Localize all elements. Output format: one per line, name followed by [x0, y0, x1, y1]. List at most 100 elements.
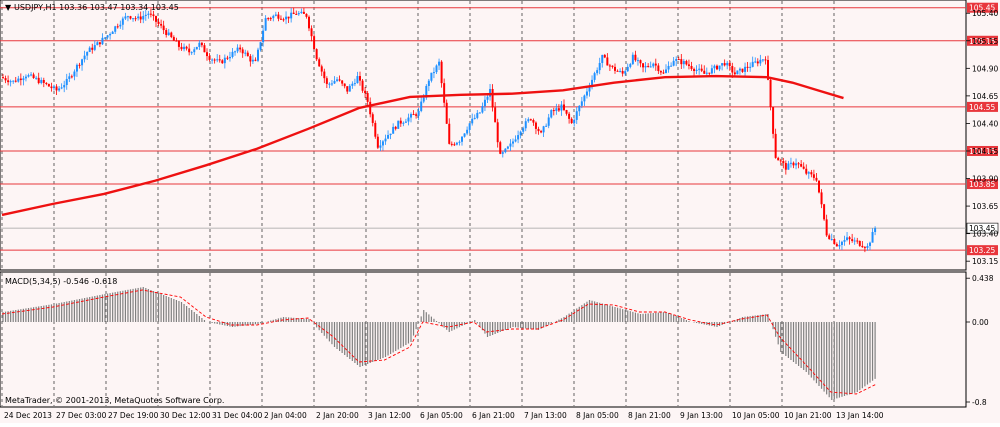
candle-body [815, 177, 818, 181]
candle-body [710, 68, 713, 74]
candle-body [175, 40, 178, 42]
candle-body [109, 33, 112, 36]
candle-body [244, 52, 247, 54]
candle-body [537, 128, 540, 132]
candle-body [188, 48, 191, 53]
level-label: 105.45 [969, 4, 995, 13]
candle-body [496, 122, 499, 143]
candle-body [593, 73, 596, 80]
candle-body [47, 84, 50, 87]
candle-body [718, 65, 721, 70]
candle-body [142, 15, 145, 20]
candle-body [458, 141, 461, 143]
candle-body [195, 46, 198, 50]
candle-body [514, 139, 517, 142]
candle-body [180, 46, 183, 50]
price-axis: 105.40 105.15 104.90 104.65 104.40 104.15 103.… [966, 9, 998, 266]
candle-body [731, 66, 734, 73]
candle-body [866, 245, 869, 248]
candle-body [374, 122, 377, 137]
candle-body [323, 71, 326, 79]
candle-body [874, 228, 877, 232]
time-tick-label: 27 Dec 19:00 [108, 411, 159, 420]
candle-body [818, 180, 820, 193]
candle-body [580, 101, 583, 106]
time-tick-label: 27 Dec 03:00 [56, 411, 107, 420]
candle-body [371, 114, 374, 123]
candle-body [705, 72, 708, 74]
candle-body [216, 59, 219, 61]
candle-body [83, 55, 86, 60]
level-label: 103.25 [969, 246, 995, 255]
candle-body [626, 66, 629, 72]
candle-body [568, 113, 571, 119]
candle-body [356, 76, 359, 84]
candle-body [228, 56, 231, 59]
candle-body [98, 42, 101, 45]
level-label: 104.15 [969, 147, 995, 156]
time-axis: 24 Dec 2013 27 Dec 03:00 27 Dec 19:00 30 De… [4, 411, 884, 420]
candle-body [621, 70, 624, 74]
candle-body [443, 83, 446, 103]
candle-body [394, 126, 397, 129]
candle-body [471, 118, 474, 124]
candle-body [466, 129, 469, 134]
candle-body [861, 245, 864, 248]
candle-body [269, 18, 272, 20]
price-levels: 105.45 105.15 104.55 104.15 103.85 103.25 103.… [0, 2, 999, 256]
candle-body [675, 59, 678, 61]
candle-body [336, 79, 339, 81]
candle-body [858, 240, 861, 246]
candle-body [7, 80, 10, 83]
time-tick-label: 9 Jan 13:00 [680, 411, 723, 420]
candle-body [160, 23, 163, 26]
candle-body [241, 49, 244, 54]
candle-body [489, 88, 492, 97]
candle-body [741, 68, 744, 72]
candle-body [759, 59, 762, 64]
candle-body [190, 52, 193, 54]
candle-body [583, 95, 586, 102]
candle-body [417, 110, 420, 116]
candle-body [843, 240, 846, 242]
candle-body [60, 87, 63, 89]
candle-body [662, 72, 665, 74]
candle-body [448, 123, 451, 144]
candle-body [285, 16, 288, 20]
candle-body [565, 110, 568, 114]
macd-tick-label: -0.8 [972, 398, 987, 407]
candle-body [277, 14, 280, 19]
candle-body [476, 112, 479, 118]
candle-body [353, 83, 356, 85]
symbol-caret-icon[interactable]: ▼ [5, 3, 12, 12]
candle-body [407, 117, 410, 122]
candle-body [348, 85, 351, 92]
time-tick-label: 30 Dec 12:00 [160, 411, 211, 420]
level-label-box [967, 2, 998, 13]
candle-body [698, 68, 701, 70]
candle-body [665, 69, 667, 73]
candle-body [540, 131, 543, 133]
candle-body [670, 65, 673, 67]
candle-body [35, 77, 38, 79]
candle-body [50, 86, 53, 89]
candle-body [542, 126, 545, 133]
candle-body [534, 122, 537, 129]
macd-info: MACD(5,34,5) -0.546 -0.618 [5, 277, 117, 286]
candle-body [279, 18, 282, 20]
candle-body [399, 120, 402, 124]
candle-body [588, 87, 591, 92]
candle-body [42, 79, 45, 83]
candle-body [198, 42, 201, 47]
candle-body [320, 66, 323, 72]
candle-body [2, 77, 4, 79]
level-label-box [967, 145, 998, 156]
candle-body [236, 47, 239, 52]
candle-body [415, 114, 418, 116]
candle-body [246, 52, 249, 57]
candle-body [573, 119, 576, 124]
current-price-label: 103.45 [969, 224, 995, 233]
candle-body [522, 128, 525, 132]
candle-body [226, 57, 229, 59]
candle-body [139, 16, 142, 20]
